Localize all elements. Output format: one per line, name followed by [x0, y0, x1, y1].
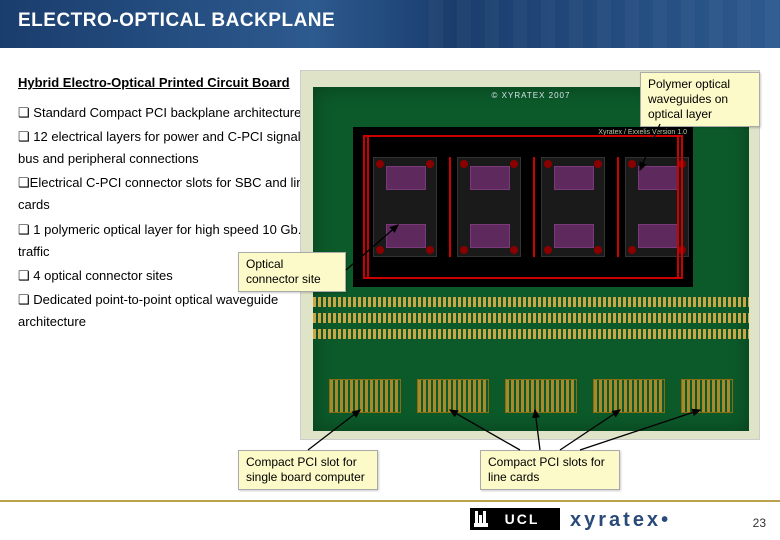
bullet-0: ❑ Standard Compact PCI backplane archite… — [18, 102, 318, 124]
callout-polymer-text: Polymer optical waveguides on optical la… — [648, 77, 730, 121]
page-number: 23 — [753, 516, 766, 530]
xyratex-logo-text: xyratex — [570, 509, 661, 531]
ucl-logo-text: UCL — [505, 511, 540, 527]
xyratex-logo: xyratex• — [570, 509, 671, 532]
bullet-0-text: Standard Compact PCI backplane architect… — [33, 105, 301, 120]
gold-contacts-row — [313, 313, 749, 323]
title-band: ELECTRO-OPTICAL BACKPLANE — [0, 0, 780, 48]
cpci-slot — [417, 379, 489, 413]
footer-rule — [0, 500, 780, 502]
bullet-5-text: Dedicated point-to-point optical wavegui… — [18, 292, 278, 329]
layout-overlay: Xyratex / Exxelis Version 1.0 — [353, 127, 693, 287]
bullet-5: ❑ Dedicated point-to-point optical waveg… — [18, 289, 318, 333]
body-text: Hybrid Electro-Optical Printed Circuit B… — [18, 72, 318, 333]
optical-connector — [386, 224, 426, 248]
cpci-slot — [593, 379, 665, 413]
optical-card — [541, 157, 605, 257]
callout-optical-connector: Optical connector site — [238, 252, 346, 292]
pcb-board: © XYRATEX 2007 Xyratex / Exxelis Version… — [313, 87, 749, 431]
callout-cpci-single: Compact PCI slot for single board comput… — [238, 450, 378, 490]
gold-contacts-row — [313, 297, 749, 307]
ucl-logo: UCL — [470, 508, 560, 530]
callout-polymer: Polymer optical waveguides on optical la… — [640, 72, 760, 127]
cpci-slot — [681, 379, 733, 413]
callout-cpci-line: Compact PCI slots for line cards — [480, 450, 620, 490]
callout-optical-connector-text: Optical connector site — [246, 257, 321, 286]
optical-card — [373, 157, 437, 257]
bullet-2: ❑Electrical C-PCI connector slots for SB… — [18, 172, 318, 216]
bullet-2-text: Electrical C-PCI connector slots for SBC… — [18, 175, 311, 212]
gold-contacts-row — [313, 329, 749, 339]
bullet-1-text: 12 electrical layers for power and C-PCI… — [18, 129, 301, 166]
optical-connector — [386, 166, 426, 190]
cpci-slot — [329, 379, 401, 413]
pcb-copyright: © XYRATEX 2007 — [492, 91, 571, 100]
callout-cpci-line-text: Compact PCI slots for line cards — [488, 455, 605, 484]
optical-card — [625, 157, 689, 257]
optical-card — [457, 157, 521, 257]
slide-title: ELECTRO-OPTICAL BACKPLANE — [18, 10, 762, 32]
bullet-4-text: 4 optical connector sites — [33, 268, 172, 283]
cpci-slot — [505, 379, 577, 413]
bullet-1: ❑ 12 electrical layers for power and C-P… — [18, 126, 318, 170]
subtitle: Hybrid Electro-Optical Printed Circuit B… — [18, 72, 318, 94]
callout-cpci-single-text: Compact PCI slot for single board comput… — [246, 455, 365, 484]
